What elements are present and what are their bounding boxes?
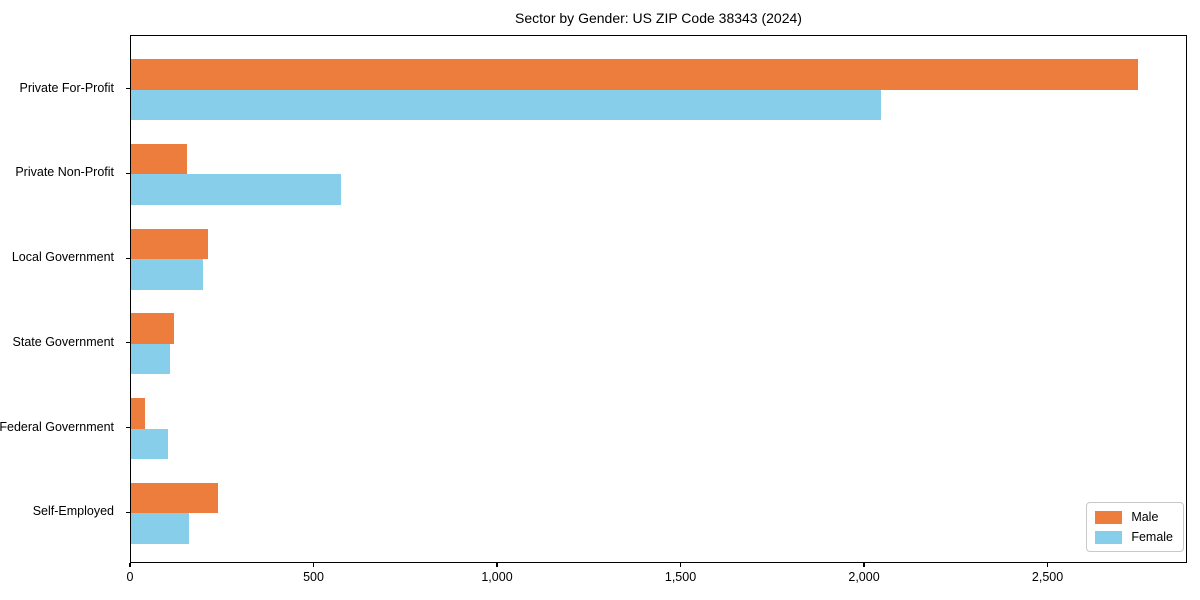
x-tick-label-0: 0 [126,570,134,584]
legend-label-male: Male [1131,510,1159,524]
x-tick-label-500: 500 [303,570,324,584]
x-tick-label-1000: 1,000 [481,570,513,584]
bar-male-state-government [131,313,175,344]
bar-male-private-for-profit [131,59,1138,90]
legend-label-female: Female [1131,530,1173,544]
y-category-label-state-government: State Government [12,334,114,349]
y-category-label-local-government: Local Government [11,250,114,265]
bar-female-local-government [131,259,204,290]
x-axis-tick [312,563,315,567]
x-axis-tick [679,563,682,567]
legend: Male Female [1086,502,1184,552]
bar-male-private-non-profit [131,143,188,175]
plot-area [130,35,1187,563]
legend-entry-male: Male [1095,510,1173,524]
x-axis-tick [496,563,498,567]
x-tick-label-2000: 2,000 [848,570,880,584]
y-category-label-self-employed: Self-Employed [32,504,114,519]
bar-female-self-employed [131,513,189,544]
bar-female-private-for-profit [131,89,882,120]
bar-female-federal-government [131,428,168,460]
bar-male-federal-government [131,398,145,429]
female-series-swatch [1095,530,1123,544]
x-axis-tick [863,563,865,567]
x-tick-label-1500: 1,500 [664,570,697,584]
x-tick-label-2500: 2,500 [1031,570,1064,584]
x-axis-tick [129,563,131,567]
legend-entry-female: Female [1095,530,1173,544]
y-category-label-federal-government: Federal Government [0,419,114,434]
chart-title: Sector by Gender: US ZIP Code 38343 (202… [515,10,802,26]
bar-female-state-government [131,343,170,375]
bar-male-local-government [131,228,209,260]
y-axis-labels: Private For-Profit Private Non-Profit Loca… [0,35,122,563]
bar-female-private-non-profit [131,174,341,205]
bar-male-self-employed [131,483,219,514]
x-axis-tick [1046,563,1049,567]
y-category-label-private-for-profit: Private For-Profit [19,80,114,95]
male-series-swatch [1095,510,1123,524]
y-category-label-private-non-profit: Private Non-Profit [15,165,114,180]
